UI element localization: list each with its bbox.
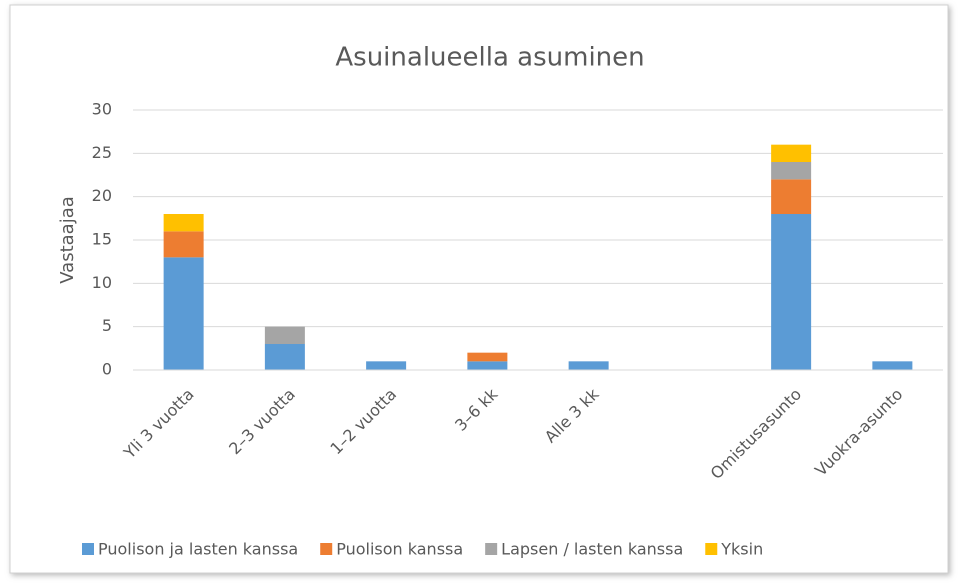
y-tick-label: 10	[92, 273, 112, 292]
y-axis-label: Vastaajaa	[57, 196, 78, 284]
bar-segment	[264, 326, 305, 344]
bar-segment	[568, 361, 609, 370]
legend-swatch	[82, 543, 94, 555]
legend-label: Puolison ja lasten kanssa	[98, 540, 298, 559]
bar-segment	[771, 144, 812, 162]
legend-swatch	[320, 543, 333, 555]
y-tick-label: 5	[102, 316, 112, 335]
legend-swatch	[705, 543, 718, 555]
bar-segment	[771, 214, 812, 370]
bar-segment	[264, 344, 305, 370]
bar-segment	[163, 231, 204, 258]
chart-title: Asuinalueella asuminen	[335, 43, 644, 73]
legend-label: Yksin	[720, 540, 763, 559]
legend-label: Lapsen / lasten kanssa	[501, 540, 683, 559]
legend-swatch	[485, 543, 498, 555]
bar-segment	[467, 352, 508, 362]
y-tick-label: 30	[92, 100, 112, 119]
bar-segment	[872, 361, 913, 370]
bar-segment	[467, 361, 508, 370]
y-tick-label: 25	[92, 143, 112, 162]
bar-segment	[366, 361, 407, 370]
bar-segment	[163, 257, 204, 370]
bar-segment	[163, 214, 204, 232]
legend-label: Puolison kanssa	[336, 540, 463, 559]
bar-segment	[771, 162, 812, 180]
y-tick-label: 0	[102, 360, 112, 379]
y-tick-label: 20	[92, 186, 112, 205]
bar-segment	[771, 179, 812, 214]
y-tick-label: 15	[92, 230, 112, 249]
